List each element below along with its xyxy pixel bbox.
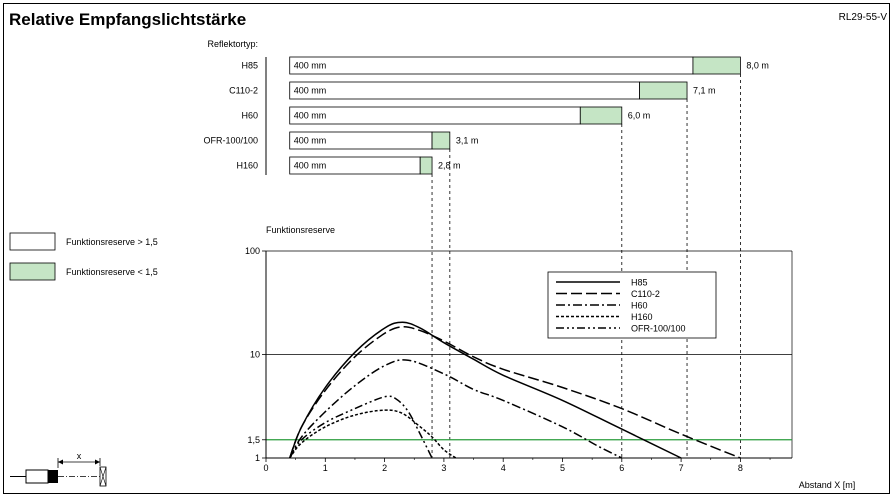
page-title: Relative Empfangslichtstärke <box>9 10 247 29</box>
range-bar-0 <box>289 56 694 75</box>
x-tick-label-6: 6 <box>619 463 624 473</box>
series-legend-label-3: H160 <box>631 312 653 322</box>
reflector-label-0: H85 <box>241 61 258 71</box>
series-legend-label-2: H60 <box>631 301 648 311</box>
sensor-lens <box>48 470 58 483</box>
reserve-bar-4 <box>419 156 433 175</box>
reflector-label-3: OFR-100/100 <box>203 136 258 146</box>
x-tick-label-7: 7 <box>679 463 684 473</box>
x-tick-label-2: 2 <box>382 463 387 473</box>
reflector-type-heading: Reflektortyp: <box>207 39 258 49</box>
bar-value-label-2: 6,0 m <box>628 111 651 121</box>
reserve-bar-2 <box>579 106 623 125</box>
legend-box-label-1: Funktionsreserve < 1,5 <box>66 267 158 277</box>
y-tick-label-3: 100 <box>245 246 260 256</box>
reserve-bar-3 <box>431 131 451 150</box>
bar-value-label-0: 8,0 m <box>746 61 769 71</box>
series-line-2 <box>289 359 623 459</box>
x-tick-label-3: 3 <box>441 463 446 473</box>
distance-arrow-right <box>95 459 100 465</box>
y-axis-title: Funktionsreserve <box>266 225 335 235</box>
series-legend <box>547 271 717 339</box>
reflector-hatch-b <box>99 466 107 487</box>
distance-arrow-left <box>58 459 63 465</box>
bar-start-label-2: 400 mm <box>294 111 327 121</box>
series-line-0 <box>288 321 682 459</box>
y-tick-label-0: 1 <box>255 453 260 463</box>
x-tick-label-4: 4 <box>501 463 506 473</box>
legend-box-label-0: Funktionsreserve > 1,5 <box>66 237 158 247</box>
series-legend-label-1: C110-2 <box>631 289 660 299</box>
bar-start-label-0: 400 mm <box>294 61 327 71</box>
y-tick-label-1: 1,5 <box>247 435 260 445</box>
reflector-label-4: H160 <box>236 161 258 171</box>
reflector-label-2: H60 <box>241 111 258 121</box>
reserve-bar-1 <box>639 81 688 100</box>
x-tick-label-5: 5 <box>560 463 565 473</box>
series-line-1 <box>288 326 741 459</box>
legend-box-1 <box>9 262 56 281</box>
series-legend-label-4: OFR-100/100 <box>631 324 686 334</box>
bar-start-label-1: 400 mm <box>294 86 327 96</box>
series-line-4 <box>289 395 433 459</box>
sensor-reflector-diagram <box>10 458 107 487</box>
figure-code: RL29-55-V <box>838 12 887 23</box>
reserve-bar-0 <box>692 56 741 75</box>
bar-start-label-4: 400 mm <box>294 161 327 171</box>
range-bar-1 <box>289 81 640 100</box>
y-tick-label-2: 10 <box>250 350 260 360</box>
series-legend-label-0: H85 <box>631 278 648 288</box>
bar-start-label-3: 400 mm <box>294 136 327 146</box>
series-line-3 <box>289 409 457 459</box>
legend-box-0 <box>9 232 56 251</box>
range-bar-2 <box>289 106 581 125</box>
x-tick-label-1: 1 <box>323 463 328 473</box>
chart-frame <box>3 3 890 494</box>
bar-value-label-3: 3,1 m <box>456 136 479 146</box>
bar-value-label-4: 2,8 m <box>438 161 461 171</box>
x-tick-label-8: 8 <box>738 463 743 473</box>
sensor-body <box>25 469 49 484</box>
x-tick-label-0: 0 <box>263 463 268 473</box>
reflector-label-1: C110-2 <box>229 86 258 96</box>
distance-label: x <box>77 451 82 461</box>
x-axis-title: Abstand X [m] <box>799 480 856 490</box>
bar-value-label-1: 7,1 m <box>693 86 716 96</box>
